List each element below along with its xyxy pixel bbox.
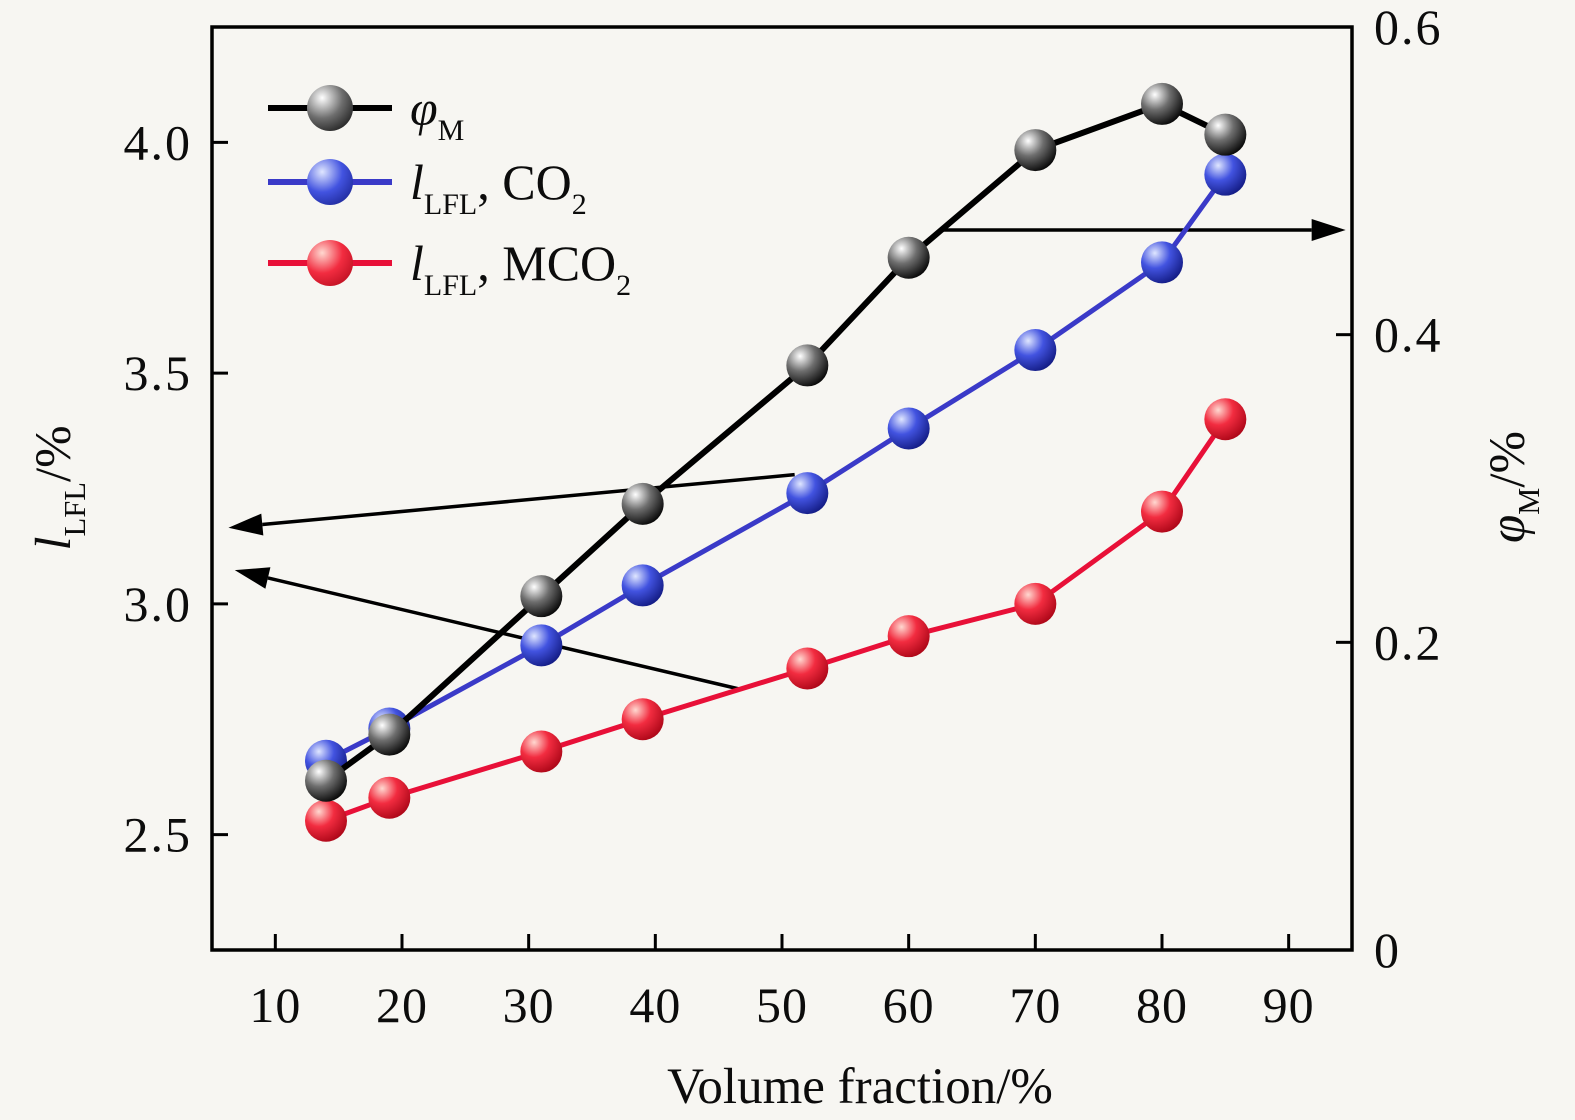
x-tick-label: 10 — [249, 977, 301, 1033]
left-axis-units: /% — [26, 425, 82, 483]
left-axis-symbol: l — [26, 536, 82, 551]
legend-text: , MCO — [477, 235, 617, 291]
left-tick-label: 4.0 — [124, 114, 193, 170]
legend-marker-lfl-mco2 — [268, 238, 392, 288]
data-point-lfl-co2 — [1141, 241, 1183, 284]
data-point-lfl-mco2 — [786, 647, 829, 690]
data-point-lfl-co2 — [786, 472, 829, 515]
data-point-phiM — [1141, 82, 1183, 125]
data-point-phiM — [305, 759, 347, 802]
data-point-lfl-co2 — [1014, 329, 1057, 372]
x-axis-title: Volume fraction/% — [667, 1059, 1053, 1115]
data-point-lfl-mco2 — [520, 730, 563, 773]
legend-subscript-2: 2 — [571, 187, 587, 221]
data-point-lfl-co2 — [621, 564, 664, 607]
x-tick-label: 50 — [756, 977, 808, 1033]
annotation-arrow — [234, 567, 741, 691]
data-point-lfl-co2 — [887, 407, 930, 450]
annotation-arrow — [228, 472, 795, 536]
left-tick-label: 3.0 — [124, 576, 193, 632]
x-tick-label: 80 — [1136, 977, 1188, 1033]
legend-label-lfl-co2: lLFL, CO2 — [410, 153, 587, 219]
data-point-lfl-mco2 — [1204, 398, 1247, 441]
left-axis-subscript: LFL — [57, 482, 92, 537]
data-point-phiM — [368, 713, 411, 756]
x-tick-label: 30 — [503, 977, 555, 1033]
x-tick-label: 90 — [1263, 977, 1315, 1033]
legend-marker-lfl-co2 — [268, 157, 392, 207]
legend-subscript-2: 2 — [616, 268, 632, 302]
legend-sphere-swatch — [307, 240, 353, 286]
data-point-lfl-co2 — [520, 624, 563, 667]
right-axis-units: /% — [1480, 430, 1536, 488]
legend-subscript: LFL — [423, 268, 478, 302]
legend-symbol: l — [410, 154, 424, 210]
legend-text: , CO — [477, 154, 572, 210]
legend-item-phiM: φM — [268, 80, 464, 145]
right-axis-subscript: M — [1511, 487, 1546, 515]
series-phiM — [305, 82, 1247, 802]
data-point-lfl-mco2 — [368, 776, 411, 819]
data-point-lfl-co2 — [1204, 153, 1247, 196]
x-tick-label: 40 — [629, 977, 681, 1033]
legend-sphere-swatch — [307, 85, 353, 131]
series-lfl-mco2 — [305, 398, 1247, 842]
data-point-phiM — [520, 575, 563, 618]
data-point-lfl-mco2 — [887, 615, 930, 658]
data-point-phiM — [887, 236, 930, 279]
x-tick-label: 70 — [1009, 977, 1061, 1033]
legend-symbol: φ — [410, 80, 438, 136]
right-tick-label: 0.6 — [1374, 0, 1443, 55]
x-tick-label: 20 — [376, 977, 428, 1033]
right-tick-label: 0.4 — [1374, 307, 1443, 363]
right-tick-label: 0.2 — [1374, 614, 1443, 670]
legend-sphere-swatch — [307, 159, 353, 205]
data-point-phiM — [786, 344, 829, 387]
legend-symbol: l — [410, 235, 424, 291]
right-axis-title: φM/% — [1479, 430, 1546, 544]
left-axis-title: lLFL/% — [25, 425, 92, 551]
data-point-phiM — [1204, 113, 1247, 156]
data-point-lfl-mco2 — [621, 698, 664, 741]
data-point-lfl-mco2 — [1014, 582, 1057, 625]
left-tick-label: 3.5 — [124, 345, 193, 401]
right-tick-label: 0 — [1374, 922, 1401, 978]
data-point-lfl-mco2 — [1141, 490, 1183, 533]
left-tick-label: 2.5 — [124, 807, 193, 863]
data-point-lfl-mco2 — [305, 799, 347, 842]
legend-subscript: M — [437, 113, 465, 147]
legend-marker-phiM — [268, 83, 392, 133]
legend-item-lfl-mco2: lLFL, MCO2 — [268, 235, 631, 300]
annotation-arrow — [940, 219, 1346, 242]
legend-item-lfl-co2: lLFL, CO2 — [268, 154, 587, 219]
x-tick-label: 60 — [883, 977, 935, 1033]
data-point-phiM — [1014, 129, 1057, 172]
legend-label-phiM: φM — [410, 79, 464, 145]
legend-subscript: LFL — [423, 187, 478, 221]
data-point-phiM — [621, 482, 664, 525]
right-axis-symbol: φ — [1480, 514, 1536, 544]
legend-label-lfl-mco2: lLFL, MCO2 — [410, 234, 631, 300]
